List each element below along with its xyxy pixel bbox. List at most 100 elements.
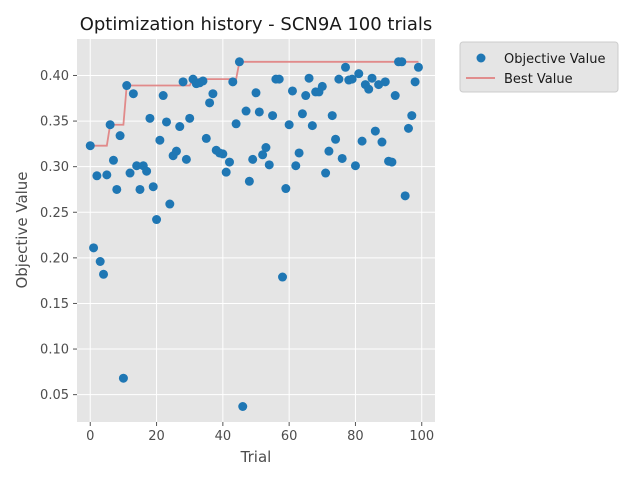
objective-value-point <box>125 168 135 178</box>
objective-value-point <box>135 184 145 194</box>
objective-value-point <box>307 121 317 131</box>
objective-value-point <box>278 272 288 282</box>
legend: Objective Value Best Value <box>459 41 619 93</box>
chart-title: Optimization history - SCN9A 100 trials <box>80 14 433 35</box>
y-tick-label: 0.35 <box>40 115 69 130</box>
best-value-layer <box>90 60 419 147</box>
objective-value-point <box>208 89 218 99</box>
objective-value-point <box>397 57 407 67</box>
objective-value-point <box>218 149 228 159</box>
objective-value-point <box>258 150 268 160</box>
objective-value-point <box>301 91 311 101</box>
x-tick-label: 100 <box>409 429 434 444</box>
objective-value-point <box>85 141 95 151</box>
best-value-line <box>90 60 419 147</box>
objective-value-point <box>380 77 390 87</box>
y-axis-label: Objective Value <box>13 171 31 288</box>
objective-value-point <box>254 107 264 117</box>
objective-value-point <box>228 77 238 87</box>
legend-label-best-value: Best Value <box>504 72 573 87</box>
objective-value-point <box>224 157 234 167</box>
objective-value-point <box>274 74 284 84</box>
objective-value-point <box>264 160 274 170</box>
x-tick-label: 40 <box>215 429 232 444</box>
y-tick-label: 0.40 <box>40 69 69 84</box>
objective-value-point <box>118 373 128 383</box>
objective-value-point <box>407 111 417 121</box>
objective-value-point <box>390 91 400 101</box>
plot-background <box>77 39 435 422</box>
objective-value-point <box>128 89 138 99</box>
objective-value-point <box>155 135 165 145</box>
grid <box>77 39 435 422</box>
objective-value-point <box>89 243 99 253</box>
objective-value-point <box>287 86 297 96</box>
objective-value-point <box>350 161 360 171</box>
objective-value-point <box>357 136 367 146</box>
x-tick-label: 80 <box>347 429 364 444</box>
objective-value-point <box>294 148 304 158</box>
y-tick-label: 0.25 <box>40 206 69 221</box>
objective-value-point <box>238 402 248 411</box>
objective-value-point <box>268 111 278 121</box>
legend-label-objective-value: Objective Value <box>504 52 605 67</box>
objective-value-point <box>178 77 188 87</box>
x-axis-label: Trial <box>240 448 272 466</box>
objective-value-point <box>304 73 314 83</box>
objective-value-point <box>201 133 211 143</box>
objective-value-point <box>142 166 152 176</box>
objective-value-point <box>341 62 350 72</box>
objective-value-point <box>152 215 162 225</box>
objective-value-point <box>231 119 241 129</box>
objective-value-point <box>181 154 191 164</box>
y-tick-label: 0.20 <box>40 251 69 266</box>
x-tick-label: 20 <box>148 429 165 444</box>
objective-value-point <box>132 161 142 171</box>
objective-value-point <box>281 184 291 194</box>
objective-value-point <box>324 146 334 156</box>
legend-box <box>459 41 619 93</box>
objective-value-point <box>297 109 307 119</box>
x-axis-ticks: 0 20 40 60 80 100 <box>86 422 434 444</box>
objective-value-point <box>251 88 261 98</box>
objective-value-point <box>205 98 215 108</box>
objective-value-point <box>158 91 168 101</box>
objective-value-point <box>364 84 374 94</box>
objective-value-point <box>221 167 231 177</box>
objective-value-point <box>115 131 125 141</box>
y-tick-label: 0.15 <box>40 297 69 312</box>
objective-value-point <box>122 81 132 91</box>
objective-value-point <box>92 171 102 181</box>
objective-value-point <box>145 113 155 123</box>
objective-value-point <box>403 123 413 133</box>
objective-value-point <box>105 120 115 130</box>
objective-value-point <box>400 191 410 201</box>
objective-value-point <box>234 57 244 67</box>
objective-value-point <box>291 161 301 171</box>
objective-value-point <box>347 74 357 84</box>
objective-value-point <box>244 176 254 186</box>
x-tick-label: 0 <box>86 429 94 444</box>
objective-value-point <box>321 168 331 178</box>
objective-value-point <box>410 77 420 87</box>
objective-value-point <box>377 137 387 147</box>
objective-value-point <box>334 74 344 84</box>
objective-value-point <box>331 134 341 144</box>
objective-value-point <box>175 122 185 132</box>
objective-value-point <box>337 153 347 163</box>
objective-value-point <box>284 120 294 130</box>
objective-value-point <box>354 69 364 79</box>
objective-value-point <box>261 143 271 153</box>
objective-value-point <box>165 199 175 209</box>
objective-value-point <box>148 182 158 192</box>
objective-value-point <box>108 155 118 165</box>
objective-value-point <box>248 154 258 164</box>
y-tick-label: 0.05 <box>40 388 69 403</box>
objective-value-point <box>102 170 112 180</box>
objective-value-point <box>185 113 195 123</box>
objective-value-point <box>198 76 208 86</box>
objective-value-point <box>171 146 181 156</box>
objective-value-point <box>327 111 337 121</box>
objective-value-point <box>112 184 122 194</box>
